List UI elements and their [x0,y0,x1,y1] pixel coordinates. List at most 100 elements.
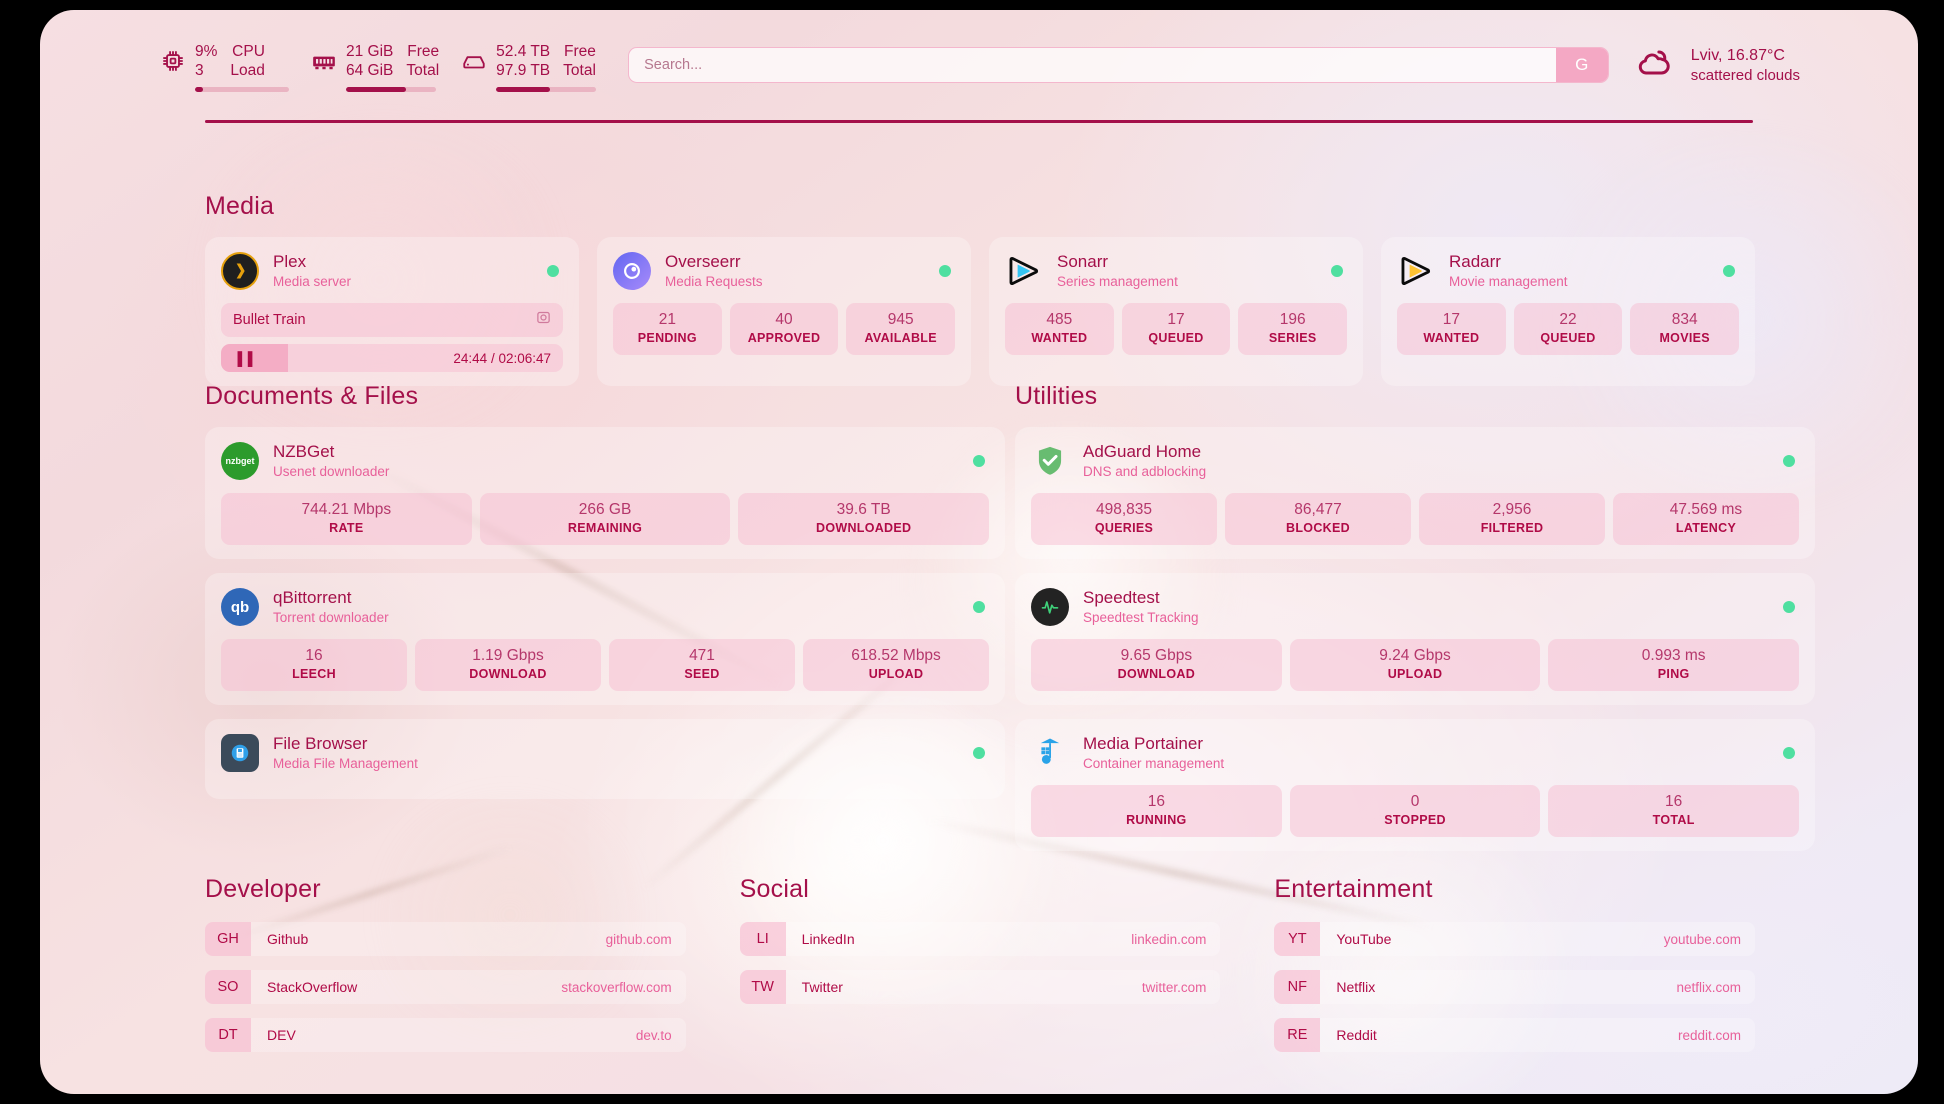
adguard-status-dot [1783,455,1795,467]
stat-value: 744.21 Mbps [301,501,392,518]
radarr-icon [1397,252,1435,290]
bookmark-abbr: LI [739,922,786,956]
bookmark-name: Reddit [1336,1027,1377,1043]
bookmark-item[interactable]: DT DEV dev.to [205,1018,686,1052]
portainer-stats: 16 RUNNING 0 STOPPED 16 TOTAL [1031,785,1800,837]
stat-label: TOTAL [1652,813,1695,827]
bookmark-group-developer: Developer GH Github github.com SO StackO… [205,875,686,1066]
bookmark-abbr: NF [1274,970,1321,1004]
bookmark-item[interactable]: YT YouTube youtube.com [1274,922,1756,956]
stat-label: QUEUED [1148,331,1204,345]
app-card-nzbget[interactable]: nzbget NZBGet Usenet downloader 744.21 M… [205,427,1005,559]
bookmark-group-title: Social [739,875,809,903]
stat-label: PING [1657,667,1690,681]
plex-now-playing[interactable]: Bullet Train [221,303,563,337]
plex-cast-icon[interactable] [536,310,551,330]
app-card-plex[interactable]: Plex Media server Bullet Train ▐▐ [205,237,579,386]
app-card-sonarr[interactable]: Sonarr Series management 485 WANTED 17 Q… [989,237,1363,386]
bookmark-item[interactable]: RE Reddit reddit.com [1274,1018,1756,1052]
stat-value: 471 [689,647,715,664]
filebrowser-name: File Browser [273,734,368,753]
filebrowser-icon [221,734,259,772]
adguard-stats: 498,835 QUERIES 86,477 BLOCKED 2,956 FIL… [1031,493,1799,545]
plex-progress-bar[interactable]: ▐▐ 24:44 / 02:06:47 [221,344,563,372]
disk-icon [461,48,487,79]
bookmark-item[interactable]: TW Twitter twitter.com [739,970,1221,1004]
bookmark-item[interactable]: SO StackOverflow stackoverflow.com [205,970,686,1004]
app-card-adguard[interactable]: AdGuard Home DNS and adblocking 498,835 … [1015,427,1815,559]
app-card-speedtest[interactable]: Speedtest Speedtest Tracking 9.65 Gbps D… [1015,573,1815,705]
app-card-portainer[interactable]: Media Portainer Container management 16 … [1015,719,1815,851]
stat-value: 0.993 ms [1641,647,1706,664]
pause-icon[interactable]: ▐▐ [233,350,254,366]
app-card-overseerr[interactable]: Overseerr Media Requests 21 PENDING 40 A… [597,237,971,386]
app-card-qbittorrent[interactable]: qb qBittorrent Torrent downloader 16 LEE… [205,573,1005,705]
memory-label-bottom: Total [406,62,440,80]
cpu-sub: 3 [195,62,204,80]
search-input[interactable] [629,48,1556,82]
stat-chip: 1.19 Gbps DOWNLOAD [415,639,601,691]
app-card-filebrowser[interactable]: File Browser Media File Management [205,719,1005,799]
speedtest-name: Speedtest [1083,588,1160,607]
sonarr-icon [1005,252,1043,290]
bookmark-item[interactable]: LI LinkedIn linkedin.com [739,922,1221,956]
overseerr-stats: 21 PENDING 40 APPROVED 945 AVAILABLE [613,303,956,355]
cpu-usage-bar [195,87,289,92]
stat-label: UPLOAD [868,667,924,681]
bookmark-group-social: Social LI LinkedIn linkedin.com TW Twitt… [739,875,1221,1066]
stat-chip: 17 QUEUED [1121,303,1231,355]
plex-now-playing-title: Bullet Train [233,312,306,328]
overseerr-status-dot [939,265,951,277]
nzbget-name: NZBGet [273,442,335,461]
stat-label: UPLOAD [1387,667,1443,681]
bookmark-abbr: YT [1274,922,1321,956]
bookmark-group-entertainment: Entertainment YT YouTube youtube.com NF … [1274,875,1756,1066]
sonarr-subtitle: Series management [1057,274,1178,289]
speedtest-subtitle: Speedtest Tracking [1083,610,1199,625]
stat-label: LATENCY [1675,521,1737,535]
filebrowser-subtitle: Media File Management [273,756,418,771]
stat-label: LEECH [292,667,336,681]
stat-value: 2,956 [1492,501,1532,518]
stat-chip: 471 SEED [609,639,795,691]
stat-chip: 17 WANTED [1397,303,1506,355]
bookmark-name: Twitter [801,979,843,995]
app-card-radarr[interactable]: Radarr Movie management 17 WANTED 22 QUE… [1381,237,1755,386]
stat-value: 16 [305,647,323,664]
memory-value: 21 GiB [346,43,394,61]
disk-stat: 52.4 TB 97.9 TB Free Total [461,38,597,92]
stat-chip: 744.21 Mbps RATE [221,493,472,545]
adguard-subtitle: DNS and adblocking [1083,464,1207,479]
header-divider [205,120,1753,123]
nzbget-status-dot [973,455,985,467]
sonarr-status-dot [1331,265,1343,277]
disk-sub: 97.9 TB [496,62,551,80]
bookmark-item[interactable]: GH Github github.com [205,922,686,956]
stat-chip: 834 MOVIES [1630,303,1740,355]
portainer-name: Media Portainer [1083,734,1204,753]
memory-usage-bar [346,87,436,92]
stat-label: SEED [684,667,720,681]
cpu-value: 9% [195,43,218,61]
stat-value: 0 [1410,793,1420,810]
stat-value: 22 [1559,311,1577,328]
plex-subtitle: Media server [273,274,352,289]
bookmark-item[interactable]: NF Netflix netflix.com [1274,970,1756,1004]
search-box[interactable]: G [628,47,1609,83]
stat-chip: 86,477 BLOCKED [1225,493,1411,545]
stat-chip: 9.65 Gbps DOWNLOAD [1031,639,1282,691]
stat-chip: 16 LEECH [221,639,407,691]
bookmark-name: StackOverflow [267,979,358,995]
utilities-section: Utilities AdGuard Home DNS and adblockin… [1015,382,1815,851]
stat-chip: 22 QUEUED [1513,303,1623,355]
search-submit-button[interactable]: G [1555,48,1608,82]
media-section-title: Media [205,192,275,220]
bookmark-abbr: TW [739,970,786,1004]
top-bar: 9% 3 CPU Load [40,10,1918,120]
cloud-icon [1635,46,1677,85]
cpu-icon [160,48,186,79]
qbittorrent-icon: qb [221,588,259,626]
documents-section-title: Documents & Files [205,382,419,410]
bookmark-url: twitter.com [1141,979,1207,995]
stat-chip: 2,956 FILTERED [1419,493,1605,545]
